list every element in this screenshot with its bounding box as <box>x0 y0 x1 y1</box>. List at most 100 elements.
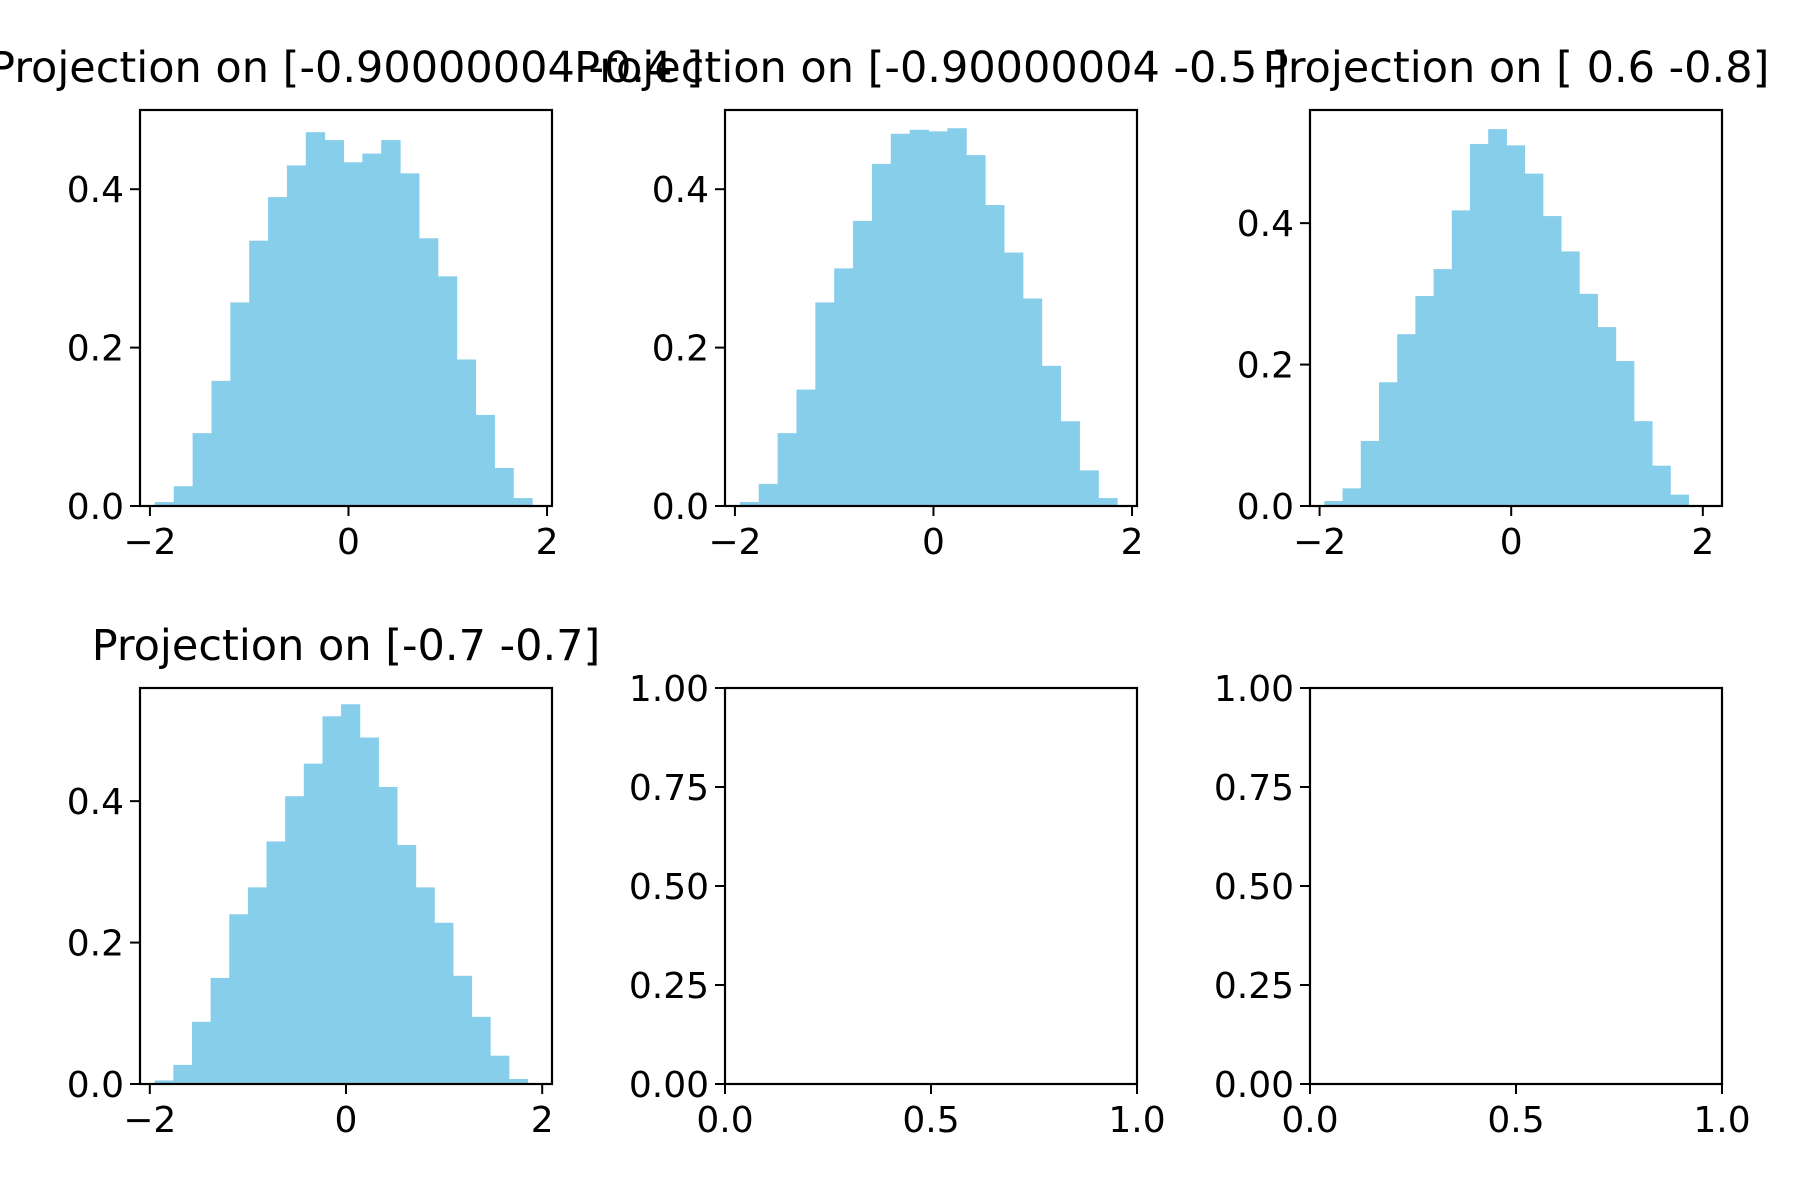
histogram-bar <box>758 483 779 506</box>
x-tick-label: −2 <box>1293 522 1346 563</box>
histogram-bar <box>322 716 342 1084</box>
histogram-bar <box>1561 251 1580 506</box>
y-tick-label: 0.00 <box>1214 1065 1294 1106</box>
subplot-3: −2 0 2 0.0 0.2 0.4 Projection on [ 0.6 -0.8] <box>1237 43 1770 563</box>
histogram-bar <box>341 704 361 1084</box>
histogram-bar <box>928 131 948 506</box>
y-tick-label: 0.50 <box>1214 867 1294 908</box>
histogram-bar <box>1433 269 1453 506</box>
x-tick-label: 2 <box>536 522 559 563</box>
x-tick-label: 1.0 <box>1693 1100 1750 1141</box>
histogram-bar <box>173 1064 193 1084</box>
histogram-bar <box>456 359 477 506</box>
x-tick-label: 0.5 <box>1487 1100 1544 1141</box>
histogram-bar <box>378 787 398 1084</box>
histogram-bar <box>343 162 363 506</box>
histogram-bar <box>1506 145 1526 507</box>
histogram-bar <box>452 975 473 1084</box>
histogram-bar <box>285 796 305 1084</box>
histogram-bar <box>1378 382 1398 506</box>
x-tick-label: 2 <box>531 1100 554 1141</box>
y-tick-label: 0.4 <box>67 782 124 823</box>
histogram-bar <box>796 389 816 506</box>
y-tick-label: 0.0 <box>1237 487 1294 528</box>
y-tick-label: 0.25 <box>1214 966 1294 1007</box>
x-tick-label: 0.0 <box>696 1100 753 1141</box>
histogram-bar <box>192 433 212 506</box>
histogram-bar <box>1060 421 1080 506</box>
x-tick-label: 0.0 <box>1281 1100 1338 1141</box>
histogram-bar <box>966 155 986 506</box>
histogram-bar <box>947 128 967 506</box>
subplot-title: Projection on [-0.90000004 -0.5 ] <box>574 43 1288 93</box>
y-tick-label: 0.4 <box>67 170 124 211</box>
histogram-bar <box>154 1080 174 1084</box>
y-tick-label: 0.25 <box>629 966 709 1007</box>
subplot-1: −2 0 2 0.0 0.2 0.4 Projection on [-0.90000004 … <box>0 43 703 563</box>
histogram-bar <box>286 165 307 506</box>
histogram-bar <box>437 276 458 506</box>
histogram-bar <box>1615 361 1635 506</box>
histogram-bar <box>739 502 760 506</box>
histogram-bar <box>268 197 288 506</box>
histogram-bar <box>1041 365 1062 506</box>
y-tick-label: 0.0 <box>67 487 124 528</box>
x-tick-label: 1.0 <box>1108 1100 1165 1141</box>
histogram-bar <box>871 163 892 507</box>
histogram-bar <box>305 132 326 506</box>
histogram-bar <box>1022 298 1043 506</box>
subplot-title: Projection on [-0.7 -0.7] <box>92 621 601 671</box>
subplot-title: Projection on [-0.90000004 -0.4 ] <box>0 43 703 93</box>
histogram-bar <box>834 268 854 506</box>
histogram-bar <box>1652 465 1671 506</box>
axes-frame <box>723 108 1139 508</box>
y-tick-label: 1.00 <box>629 669 709 710</box>
y-tick-label: 0.75 <box>1214 768 1294 809</box>
histogram-bar <box>229 914 249 1084</box>
histogram-bar <box>362 153 382 506</box>
x-tick-label: 2 <box>1691 522 1714 563</box>
subplot-5: 0.0 0.5 1.0 0.00 0.25 0.50 0.75 1.00 <box>629 669 1166 1141</box>
histogram-bar <box>1542 216 1562 506</box>
x-tick-label: 2 <box>1121 522 1144 563</box>
y-tick-label: 0.2 <box>67 329 124 370</box>
y-tick-label: 1.00 <box>1214 669 1294 710</box>
histogram-bar <box>475 414 495 506</box>
histogram-bar <box>211 380 231 506</box>
y-tick-label: 0.0 <box>652 487 709 528</box>
y-tick-label: 0.4 <box>652 170 709 211</box>
y-tick-label: 0.4 <box>1237 204 1294 245</box>
subplot-2: −2 0 2 0.0 0.2 0.4 Projection on [-0.90000004 … <box>574 43 1288 563</box>
histogram-bar <box>1579 293 1598 506</box>
histogram-bar <box>303 763 323 1084</box>
x-tick-label: 0 <box>1500 522 1523 563</box>
x-tick-label: 0 <box>335 1100 358 1141</box>
x-tick-label: −2 <box>123 522 176 563</box>
histogram-bar <box>471 1016 491 1084</box>
histogram-bar <box>400 173 420 507</box>
histogram-bar <box>490 1055 510 1084</box>
histogram-bar <box>777 433 797 506</box>
histogram-bar <box>1324 501 1344 506</box>
x-tick-label: −2 <box>123 1100 176 1141</box>
histogram-bar <box>815 302 835 506</box>
x-tick-label: 0.5 <box>902 1100 959 1141</box>
histogram-bar <box>418 238 439 507</box>
histogram-bar <box>324 140 345 506</box>
histogram-bar <box>1488 129 1507 506</box>
histogram-bar <box>434 922 454 1084</box>
histogram-bar <box>191 1021 212 1084</box>
histogram-bar <box>890 133 911 506</box>
x-tick-label: −2 <box>708 522 761 563</box>
subplot-title: Projection on [ 0.6 -0.8] <box>1263 43 1770 93</box>
axes-frame <box>138 108 554 508</box>
histogram-bar <box>1597 327 1617 506</box>
histogram-bar <box>247 887 268 1084</box>
histogram-bar <box>853 220 873 506</box>
histogram-bar <box>415 887 435 1084</box>
histogram-bar <box>266 841 286 1084</box>
histogram-bar <box>1524 173 1544 506</box>
y-tick-label: 0.2 <box>652 329 709 370</box>
subplot-6: 0.0 0.5 1.0 0.00 0.25 0.50 0.75 1.00 <box>1214 669 1751 1141</box>
